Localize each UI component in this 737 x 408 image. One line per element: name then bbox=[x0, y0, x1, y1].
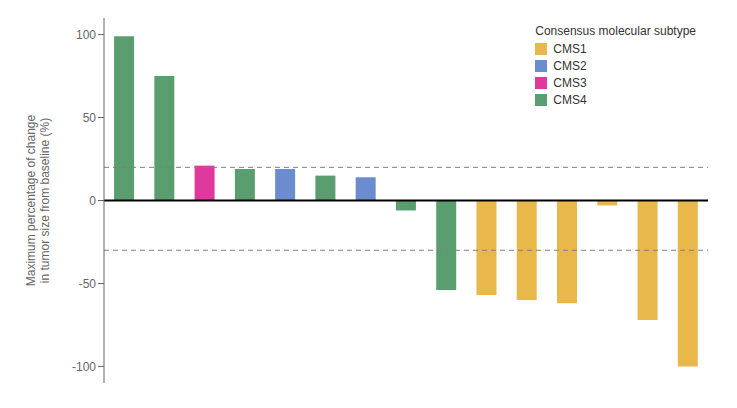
html-text:Consensus molecular subtype: Consensus molecular subtype bbox=[535, 24, 696, 38]
svg-text:50: 50 bbox=[83, 111, 97, 125]
svg-text:0: 0 bbox=[89, 194, 96, 208]
svg-text:-50: -50 bbox=[79, 277, 97, 291]
html-text:CMS3: CMS3 bbox=[553, 76, 587, 90]
svg-text:100: 100 bbox=[76, 28, 96, 42]
html-text:CMS2: CMS2 bbox=[553, 59, 587, 73]
svg-text:-100: -100 bbox=[72, 360, 96, 374]
svg-text:Maximum percentage of changein: Maximum percentage of changein tumor siz… bbox=[24, 114, 52, 286]
html-text:CMS4: CMS4 bbox=[553, 93, 587, 107]
html-text:CMS1: CMS1 bbox=[553, 42, 587, 56]
